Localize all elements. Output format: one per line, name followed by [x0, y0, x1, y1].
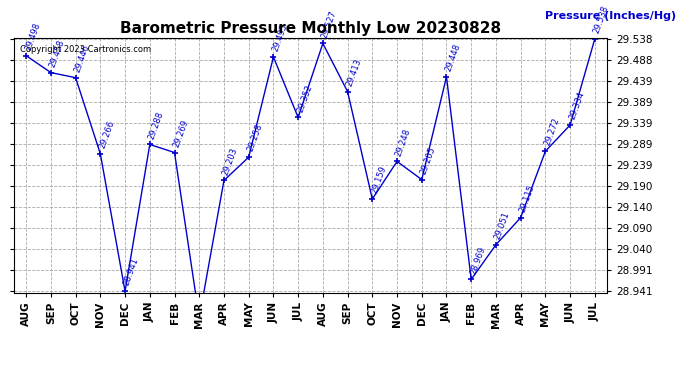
- Text: 29.051: 29.051: [493, 210, 511, 240]
- Text: 28.941: 28.941: [122, 257, 141, 287]
- Text: 29.205: 29.205: [419, 145, 437, 176]
- Text: Copyright 2023 Cartronics.com: Copyright 2023 Cartronics.com: [20, 45, 151, 54]
- Text: 29.159: 29.159: [370, 165, 388, 195]
- Text: 29.269: 29.269: [172, 118, 190, 148]
- Text: 29.272: 29.272: [542, 117, 561, 147]
- Text: 29.248: 29.248: [394, 127, 413, 157]
- Text: 29.352: 29.352: [295, 83, 314, 113]
- Text: Pressure (Inches/Hg): Pressure (Inches/Hg): [545, 11, 676, 21]
- Text: 29.446: 29.446: [73, 43, 91, 74]
- Text: 29.448: 29.448: [444, 42, 462, 73]
- Text: 29.258: 29.258: [246, 123, 264, 153]
- Text: 28.878: 28.878: [0, 374, 1, 375]
- Text: 29.527: 29.527: [320, 9, 339, 39]
- Title: Barometric Pressure Monthly Low 20230828: Barometric Pressure Monthly Low 20230828: [120, 21, 501, 36]
- Text: 29.334: 29.334: [567, 90, 586, 121]
- Text: 29.538: 29.538: [592, 4, 611, 34]
- Text: 29.288: 29.288: [147, 110, 166, 140]
- Text: 28.969: 28.969: [469, 245, 487, 275]
- Text: 29.495: 29.495: [270, 22, 289, 53]
- Text: 29.266: 29.266: [97, 119, 116, 150]
- Text: 29.115: 29.115: [518, 183, 536, 213]
- Text: 29.203: 29.203: [221, 146, 239, 176]
- Text: 29.458: 29.458: [48, 38, 66, 68]
- Text: 29.413: 29.413: [345, 57, 363, 87]
- Text: 29.498: 29.498: [23, 21, 42, 51]
